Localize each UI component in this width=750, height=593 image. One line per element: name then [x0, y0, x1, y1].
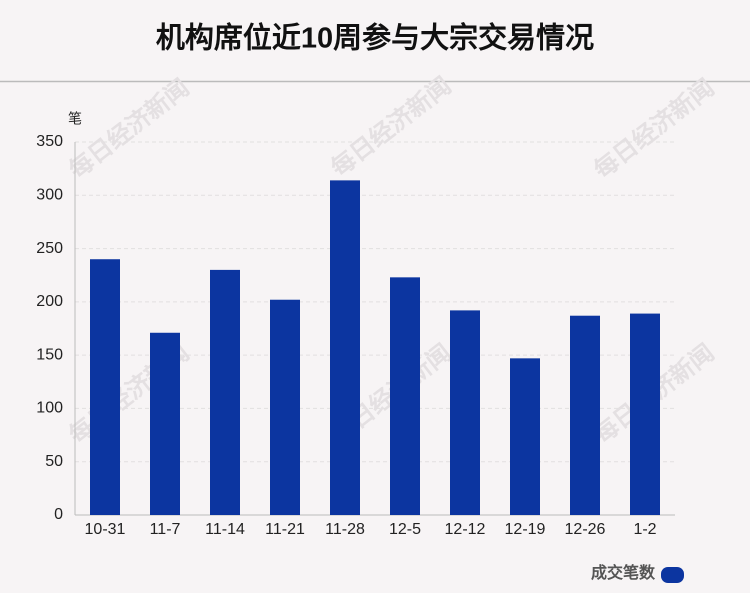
- x-tick-label: 11-14: [205, 521, 245, 538]
- legend-swatch: [661, 567, 684, 583]
- bar: [210, 269, 240, 515]
- y-tick-label: 200: [36, 293, 63, 310]
- bar: [630, 313, 660, 515]
- bar: [510, 358, 540, 515]
- x-tick-label: 11-21: [265, 521, 305, 538]
- bar: [450, 310, 480, 515]
- bar: [330, 180, 360, 515]
- chart-title: 机构席位近10周参与大宗交易情况: [156, 21, 594, 55]
- y-tick-label: 350: [36, 133, 63, 150]
- bar: [570, 315, 600, 515]
- legend-label: 成交笔数: [591, 563, 656, 582]
- y-tick-label: 50: [45, 453, 63, 470]
- x-tick-label: 12-12: [445, 521, 486, 538]
- x-tick-label: 12-19: [505, 521, 546, 538]
- y-tick-label: 250: [36, 240, 63, 257]
- x-tick-label: 11-7: [150, 521, 181, 538]
- y-tick-label: 0: [54, 506, 63, 523]
- y-axis-unit: 笔: [68, 111, 82, 127]
- y-tick-label: 300: [36, 187, 63, 204]
- y-tick-label: 100: [36, 400, 63, 417]
- bar: [270, 299, 300, 515]
- x-tick-label: 12-5: [389, 521, 421, 538]
- x-tick-label: 1-2: [633, 521, 656, 538]
- x-tick-label: 10-31: [85, 521, 126, 538]
- x-tick-label: 11-28: [325, 521, 365, 538]
- bar: [390, 277, 420, 515]
- bar: [150, 332, 180, 515]
- y-tick-label: 150: [36, 346, 63, 363]
- bar: [90, 259, 120, 515]
- x-tick-label: 12-26: [565, 521, 606, 538]
